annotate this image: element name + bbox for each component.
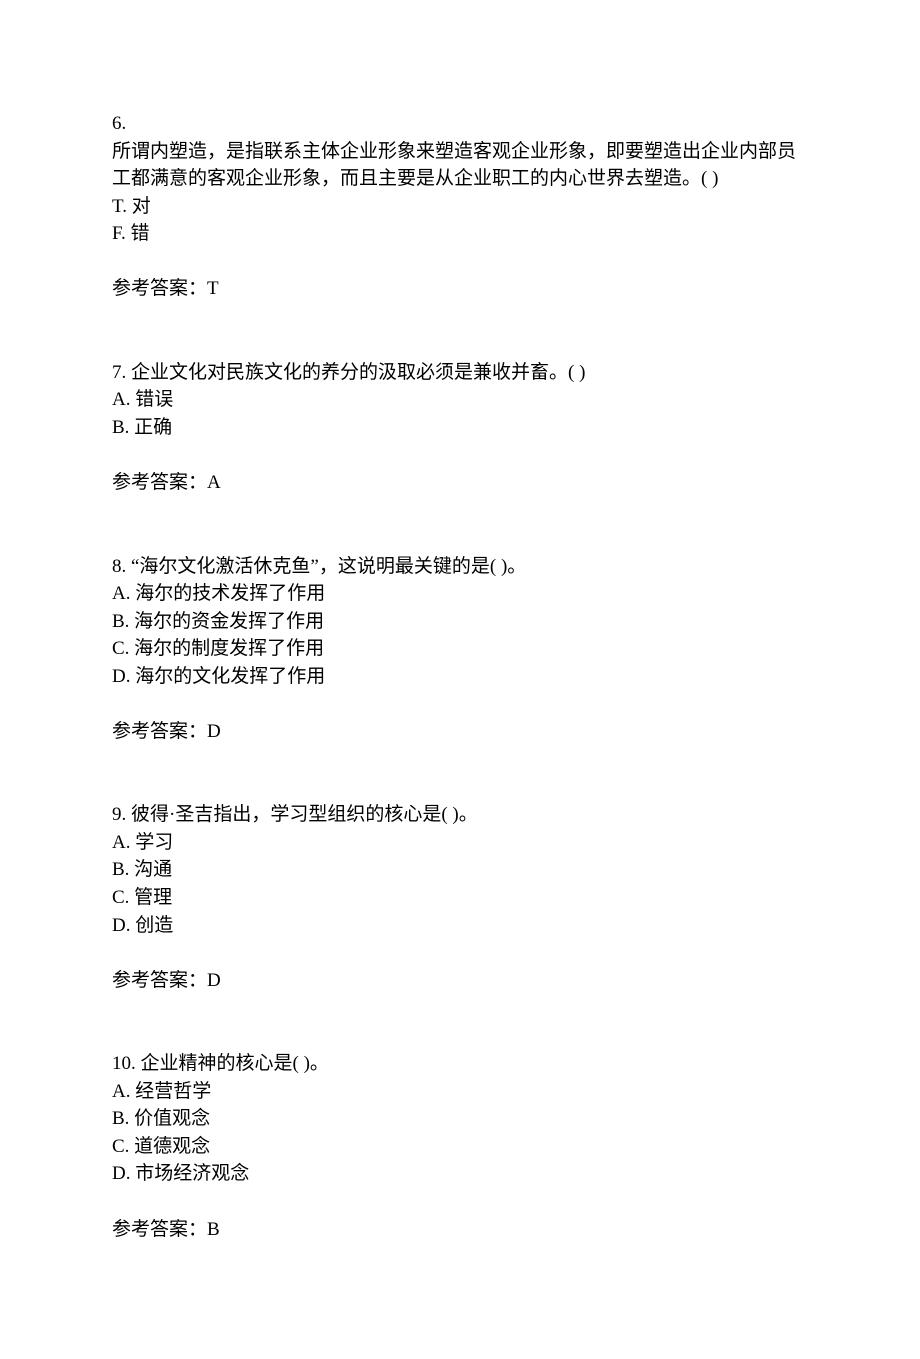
answer-label: 参考答案： (112, 721, 207, 742)
spacer (112, 248, 808, 276)
answer-label: 参考答案： (112, 1219, 207, 1240)
question-option: D. 市场经济观念 (112, 1160, 808, 1188)
question-line: 10. 企业精神的核心是( )。 (112, 1050, 808, 1078)
answer-label: 参考答案： (112, 472, 207, 493)
spacer (112, 1188, 808, 1216)
question-block-10: 10. 企业精神的核心是( )。 A. 经营哲学 B. 价值观念 C. 道德观念… (112, 1050, 808, 1243)
question-option: A. 经营哲学 (112, 1078, 808, 1106)
question-line: 9. 彼得·圣吉指出，学习型组织的核心是( )。 (112, 801, 808, 829)
answer-label: 参考答案： (112, 278, 207, 299)
question-text: 彼得·圣吉指出，学习型组织的核心是( )。 (131, 804, 478, 825)
question-number: 7. (112, 362, 126, 383)
spacer (112, 441, 808, 469)
answer-label: 参考答案： (112, 970, 207, 991)
question-text: 所谓内塑造，是指联系主体企业形象来塑造客观企业形象，即要塑造出企业内部员工都满意… (112, 138, 808, 193)
spacer (112, 939, 808, 967)
question-option: A. 学习 (112, 829, 808, 857)
question-option: B. 海尔的资金发挥了作用 (112, 608, 808, 636)
answer-value: A (207, 472, 221, 493)
question-number: 8. (112, 556, 126, 577)
page: 6. 所谓内塑造，是指联系主体企业形象来塑造客观企业形象，即要塑造出企业内部员工… (0, 0, 920, 1359)
answer-value: D (207, 970, 221, 991)
question-text: 企业文化对民族文化的养分的汲取必须是兼收并畜。( ) (131, 362, 585, 383)
answer-line: 参考答案：D (112, 967, 808, 995)
answer-line: 参考答案：A (112, 469, 808, 497)
answer-line: 参考答案：D (112, 718, 808, 746)
question-option: T. 对 (112, 193, 808, 221)
question-text: “海尔文化激活休克鱼”，这说明最关键的是( )。 (131, 556, 526, 577)
question-line: 8. “海尔文化激活休克鱼”，这说明最关键的是( )。 (112, 553, 808, 581)
question-block-6: 6. 所谓内塑造，是指联系主体企业形象来塑造客观企业形象，即要塑造出企业内部员工… (112, 110, 808, 303)
answer-line: 参考答案：B (112, 1216, 808, 1244)
question-number: 9. (112, 804, 126, 825)
question-option: B. 沟通 (112, 856, 808, 884)
answer-value: T (207, 278, 219, 299)
question-option: C. 管理 (112, 884, 808, 912)
question-block-9: 9. 彼得·圣吉指出，学习型组织的核心是( )。 A. 学习 B. 沟通 C. … (112, 801, 808, 994)
question-line: 7. 企业文化对民族文化的养分的汲取必须是兼收并畜。( ) (112, 359, 808, 387)
spacer (112, 690, 808, 718)
question-block-8: 8. “海尔文化激活休克鱼”，这说明最关键的是( )。 A. 海尔的技术发挥了作… (112, 553, 808, 746)
question-option: B. 价值观念 (112, 1105, 808, 1133)
question-text: 企业精神的核心是( )。 (141, 1053, 329, 1074)
question-option: A. 海尔的技术发挥了作用 (112, 580, 808, 608)
question-option: C. 道德观念 (112, 1133, 808, 1161)
question-option: A. 错误 (112, 386, 808, 414)
answer-value: B (207, 1219, 220, 1240)
question-number: 10. (112, 1053, 136, 1074)
answer-line: 参考答案：T (112, 275, 808, 303)
question-number: 6. (112, 110, 808, 138)
question-option: D. 海尔的文化发挥了作用 (112, 663, 808, 691)
question-option: F. 错 (112, 220, 808, 248)
question-option: D. 创造 (112, 912, 808, 940)
question-option: B. 正确 (112, 414, 808, 442)
answer-value: D (207, 721, 221, 742)
question-block-7: 7. 企业文化对民族文化的养分的汲取必须是兼收并畜。( ) A. 错误 B. 正… (112, 359, 808, 497)
question-option: C. 海尔的制度发挥了作用 (112, 635, 808, 663)
